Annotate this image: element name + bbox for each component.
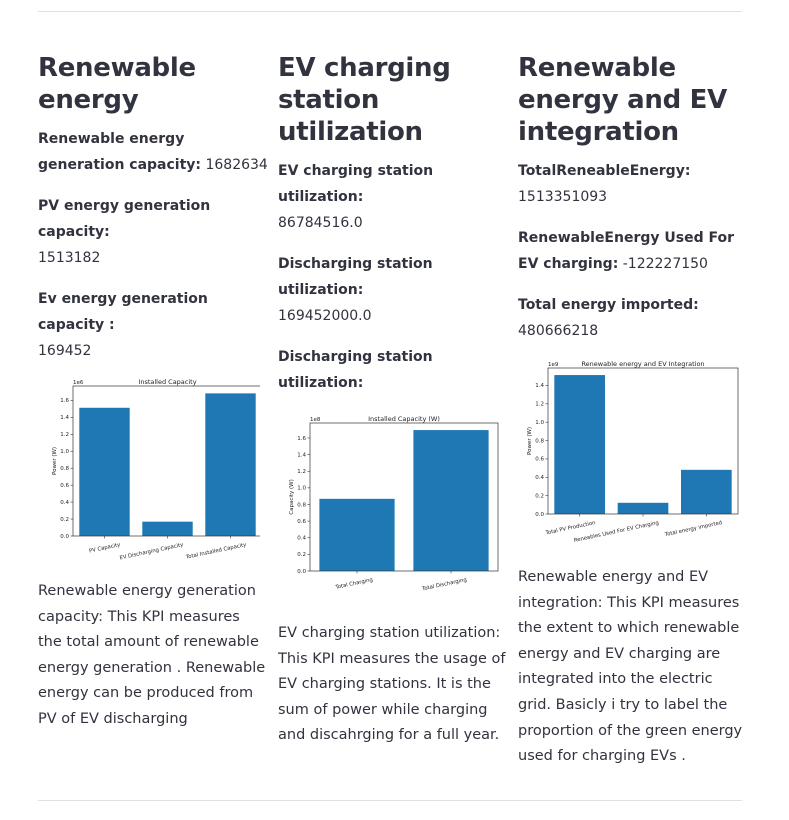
metric-ev-capacity: Ev energy generation capacity : 169452 [38, 286, 268, 364]
y-tick-label: 0.8 [297, 502, 306, 508]
integration-chart: Renewable energy and EV Integration 1e9 Po… [527, 360, 739, 544]
metric-value: 169452 [38, 343, 92, 359]
y-tick-label: 1.2 [297, 469, 306, 475]
section-title: Renewable energy [38, 53, 196, 115]
bottom-divider [38, 800, 742, 801]
y-tick-label: 0.2 [60, 517, 69, 523]
metric-renewable-capacity: Renewable energy generation capacity: 16… [38, 126, 268, 178]
x-tick-label: PV Capacity [89, 542, 121, 554]
y-tick-label: 0.0 [297, 569, 306, 575]
metric-charging-utilization: EV charging station utilization: 8678451… [278, 158, 508, 236]
kpi-description: EV charging station utilization: This KP… [278, 625, 506, 744]
metric-value: 169452000.0 [278, 308, 372, 324]
scale-label: 1e6 [73, 380, 84, 386]
scale-label: 1e8 [310, 417, 321, 423]
plot-frame [72, 385, 260, 537]
section-title: EV charging station utilization [278, 53, 451, 147]
chart-bar [79, 407, 130, 536]
metric-value: 480666218 [518, 323, 599, 339]
y-tick-label: 0.6 [60, 483, 69, 489]
metric-renewable-used-ev: RenewableEnergy Used For EV charging: -1… [518, 225, 748, 277]
y-tick-label: 1.0 [297, 486, 306, 492]
y-tick-label: 1.2 [535, 402, 544, 408]
chart-bar [205, 393, 256, 536]
x-tick-label: EV Discharging Capacity [119, 542, 184, 561]
y-tick-label: 0.8 [60, 466, 69, 472]
y-tick-label: 0.0 [535, 512, 544, 518]
y-tick-label: 1.0 [60, 449, 69, 455]
metric-label: Total energy imported: [518, 297, 699, 313]
metric-label: EV charging station utilization: [278, 163, 434, 205]
metric-pv-capacity: PV energy generation capacity: 1513182 [38, 193, 268, 271]
x-tick-label: Total Charging [334, 577, 373, 591]
column-ev-charging: EV charging station utilization EV charg… [278, 52, 508, 749]
section-title: Renewable energy and EV integration [518, 53, 727, 147]
chart-title: Installed Capacity (W) [368, 415, 440, 423]
chart-bar [554, 375, 605, 514]
metric-value: 86784516.0 [278, 215, 363, 231]
x-tick-label: Total Installed Capacity [185, 542, 247, 561]
y-tick-label: 1.4 [297, 452, 306, 458]
metric-value: 1682634 [205, 157, 268, 173]
metric-discharging-utilization-2: Discharging station utilization: [278, 344, 508, 396]
y-tick-label: 0.2 [297, 552, 306, 558]
kpi-description: Renewable energy and EV integration: Thi… [518, 569, 743, 765]
chart-bar [617, 502, 669, 514]
metric-value: -122227150 [622, 256, 708, 272]
metric-label: RenewableEnergy Used For EV charging: [518, 230, 734, 272]
metric-label: Discharging station utilization: [278, 349, 433, 391]
chart-title: Installed Capacity [138, 379, 196, 386]
y-tick-label: 0.0 [60, 534, 69, 540]
y-tick-label: 0.6 [297, 519, 306, 525]
charging-capacity-chart: Installed Capacity (W) 1e8 Capacity (W) 0.0… [289, 415, 499, 593]
top-divider [38, 11, 742, 12]
y-tick-label: 1.0 [535, 420, 544, 426]
metric-value: 1513351093 [518, 189, 608, 205]
y-tick-label: 1.4 [535, 383, 544, 389]
x-tick-label: Total energy imported [663, 520, 722, 538]
y-tick-label: 0.4 [60, 500, 69, 506]
y-tick-label: 1.6 [297, 436, 306, 442]
metric-label: TotalReneableEnergy: [518, 163, 691, 179]
metric-label: Discharging station utilization: [278, 256, 433, 298]
y-tick-label: 0.2 [535, 493, 544, 499]
chart-bar [681, 469, 732, 514]
metric-value: 1513182 [38, 250, 101, 266]
y-tick-label: 1.4 [60, 415, 69, 421]
installed-capacity-chart: Installed Capacity 1e6 Power (W) 0.0 0.2 0.4 0… [52, 379, 260, 561]
y-tick-label: 1.2 [60, 432, 69, 438]
metric-label: Ev energy generation capacity : [38, 291, 208, 333]
x-tick-label: Total Discharging [421, 577, 468, 593]
scale-label: 1e9 [548, 362, 559, 368]
y-tick-label: 0.6 [535, 457, 544, 463]
chart-bar [142, 521, 193, 536]
metric-discharging-utilization: Discharging station utilization: 1694520… [278, 251, 508, 329]
y-tick-label: 0.4 [297, 536, 306, 542]
chart-bar [413, 430, 489, 571]
chart-title: Renewable energy and EV Integration [581, 360, 704, 368]
chart-bar [319, 498, 395, 571]
kpi-description: Renewable energy generation capacity: Th… [38, 583, 266, 727]
metric-total-renewable: TotalReneableEnergy: 1513351093 [518, 158, 748, 210]
plot-frame [309, 422, 499, 572]
y-axis-label: Power (W) [527, 427, 533, 455]
y-tick-label: 0.4 [535, 475, 544, 481]
y-axis-label: Capacity (W) [289, 479, 295, 515]
column-ev-integration: Renewable energy and EV integration Tota… [518, 52, 748, 770]
y-tick-label: 0.8 [535, 438, 544, 444]
plot-frame [547, 367, 739, 515]
y-tick-label: 1.6 [60, 398, 69, 404]
metric-label: Renewable energy generation capacity: [38, 131, 202, 173]
metric-label: PV energy generation capacity: [38, 198, 211, 240]
column-renewable-energy: Renewable energy Renewable energy genera… [38, 52, 268, 733]
y-axis-label: Power (W) [52, 447, 58, 475]
metric-total-imported: Total energy imported: 480666218 [518, 292, 748, 344]
